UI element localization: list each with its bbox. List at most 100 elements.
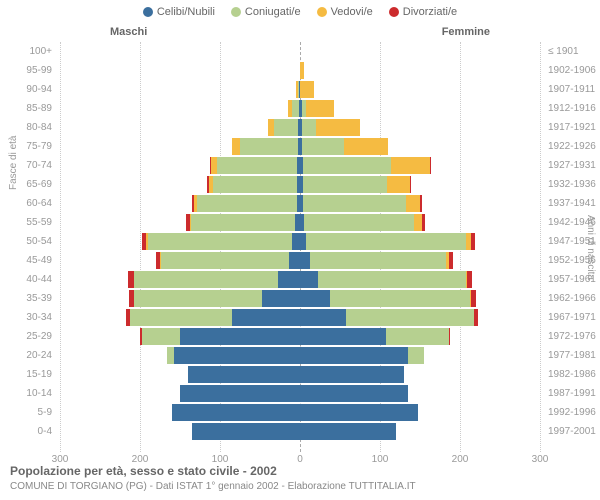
bar-male (126, 309, 300, 326)
bar-segment (420, 195, 422, 212)
birth-label: 1927-1931 (548, 156, 600, 175)
bar-male (167, 347, 300, 364)
bar-male (192, 195, 300, 212)
bar-female (300, 252, 453, 269)
legend-item: Vedovi/e (317, 6, 373, 18)
bar-female (300, 347, 424, 364)
bar-female (300, 233, 475, 250)
bar-segment (318, 271, 466, 288)
bar-segment (300, 252, 310, 269)
bar-segment (134, 290, 262, 307)
bar-segment (406, 195, 420, 212)
bar-segment (217, 157, 297, 174)
legend-item: Divorziati/e (389, 6, 457, 18)
bar-male (180, 385, 300, 402)
bar-male (188, 366, 300, 383)
bar-segment (188, 366, 300, 383)
bar-female (300, 176, 411, 193)
male-label: Maschi (110, 26, 147, 38)
bar-segment (300, 366, 404, 383)
gridline (540, 42, 541, 452)
bar-segment (302, 138, 344, 155)
bar-segment (232, 138, 240, 155)
chart-title: Popolazione per età, sesso e stato civil… (10, 464, 277, 478)
bar-segment (303, 195, 405, 212)
age-label: 50-54 (0, 232, 52, 251)
birth-label: 1987-1991 (548, 384, 600, 403)
bar-segment (414, 214, 422, 231)
bar-segment (180, 385, 300, 402)
bar-female (300, 138, 388, 155)
bar-female (300, 423, 396, 440)
bar-segment (449, 328, 451, 345)
age-row: 85-891912-1916 (60, 99, 540, 118)
bar-segment (408, 347, 424, 364)
age-row: 5-91992-1996 (60, 403, 540, 422)
bar-segment (303, 157, 391, 174)
bar-segment (300, 423, 396, 440)
bar-segment (300, 347, 408, 364)
bar-male (192, 423, 300, 440)
age-label: 15-19 (0, 365, 52, 384)
bar-female (300, 100, 334, 117)
bar-segment (174, 347, 300, 364)
bar-segment (303, 176, 387, 193)
bar-segment (142, 328, 180, 345)
age-label: 30-34 (0, 308, 52, 327)
bar-segment (449, 252, 453, 269)
bar-male (172, 404, 300, 421)
bar-segment (300, 328, 386, 345)
bar-segment (387, 176, 409, 193)
bar-female (300, 366, 404, 383)
bar-female (300, 157, 431, 174)
bar-female (300, 195, 422, 212)
bar-male (210, 157, 300, 174)
chart-subtitle: COMUNE DI TORGIANO (PG) - Dati ISTAT 1° … (10, 481, 416, 492)
age-label: 100+ (0, 42, 52, 61)
age-row: 30-341967-1971 (60, 308, 540, 327)
age-row: 45-491952-1956 (60, 251, 540, 270)
birth-label: 1907-1911 (548, 80, 600, 99)
bar-male (288, 100, 300, 117)
bar-female (300, 62, 304, 79)
birth-label: 1942-1946 (548, 213, 600, 232)
bar-segment (316, 119, 360, 136)
bar-female (300, 81, 314, 98)
birth-label: 1937-1941 (548, 194, 600, 213)
bar-segment (410, 176, 412, 193)
bar-segment (232, 309, 300, 326)
bar-segment (289, 252, 300, 269)
bar-segment (304, 214, 414, 231)
birth-label: 1992-1996 (548, 403, 600, 422)
bar-segment (300, 62, 304, 79)
bar-segment (278, 271, 300, 288)
birth-label: 1997-2001 (548, 422, 600, 441)
age-label: 20-24 (0, 346, 52, 365)
age-label: 65-69 (0, 175, 52, 194)
age-label: 55-59 (0, 213, 52, 232)
birth-label: 1917-1921 (548, 118, 600, 137)
age-label: 80-84 (0, 118, 52, 137)
bar-segment (302, 119, 316, 136)
birth-label: ≤ 1901 (548, 42, 600, 61)
age-row: 75-791922-1926 (60, 137, 540, 156)
bar-male (140, 328, 300, 345)
birth-label: 1952-1956 (548, 251, 600, 270)
bar-segment (300, 404, 418, 421)
legend-item: Coniugati/e (231, 6, 301, 18)
bar-segment (306, 233, 466, 250)
bar-female (300, 290, 476, 307)
bar-segment (192, 423, 300, 440)
age-row: 35-391962-1966 (60, 289, 540, 308)
female-label: Femmine (442, 26, 490, 38)
age-row: 65-691932-1936 (60, 175, 540, 194)
age-label: 75-79 (0, 137, 52, 156)
bar-male (232, 138, 300, 155)
age-label: 0-4 (0, 422, 52, 441)
birth-label: 1982-1986 (548, 365, 600, 384)
age-label: 10-14 (0, 384, 52, 403)
age-row: 70-741927-1931 (60, 156, 540, 175)
bar-male (186, 214, 300, 231)
age-label: 45-49 (0, 251, 52, 270)
birth-label: 1967-1971 (548, 308, 600, 327)
